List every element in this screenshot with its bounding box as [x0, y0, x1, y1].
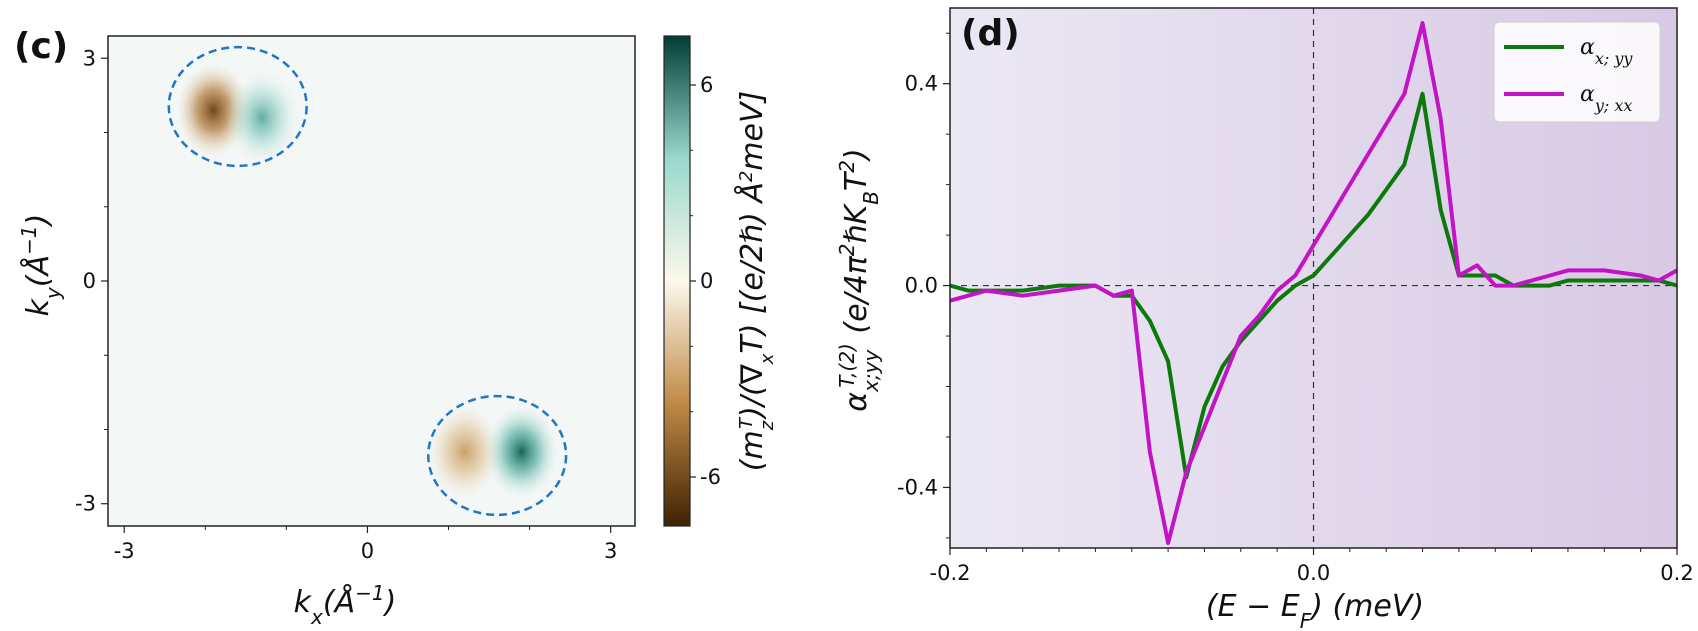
- panel-label-d: (d): [961, 13, 1020, 54]
- heatmap-feature-3: [428, 405, 502, 498]
- line-x-tick-label: 0.2: [1660, 561, 1693, 585]
- line-y-tick-label: -0.4: [897, 475, 938, 499]
- heatmap-feature-2: [225, 71, 299, 164]
- line-y-axis-label: αx;yyT,(2) (e/4π2ℏKBT2): [835, 148, 883, 411]
- heatmap-x-tick-label: -3: [114, 539, 135, 563]
- panel-c: -3 0 3 3 0 -3 (c) kx(Å−1) ky(Å−1): [14, 26, 636, 629]
- heatmap-feature-4: [485, 405, 558, 498]
- colorbar-tick-label: -6: [700, 465, 721, 489]
- line-series: [949, 21, 1678, 545]
- colorbar-tick-label: 0: [700, 269, 713, 293]
- highlight-circle-1: [167, 45, 308, 168]
- series-line-alpha-y-xx: [949, 21, 1678, 545]
- heatmap-ticks: -3 0 3 3 0 -3: [75, 46, 617, 563]
- line-y-tick-label: 0.0: [905, 274, 938, 298]
- legend-box: [1493, 21, 1661, 123]
- line-y-tick-label: 0.4: [905, 72, 938, 96]
- highlight-circle-2: [427, 394, 568, 517]
- line-x-tick-label: -0.2: [930, 561, 971, 585]
- colorbar-tick-label: 6: [700, 73, 713, 97]
- heatmap-y-axis-label: ky(Å−1): [17, 214, 65, 317]
- heatmap-x-tick-label: 0: [361, 539, 374, 563]
- heatmap-y-tick-label: 3: [83, 46, 96, 70]
- line-ticks: -0.2 0.0 0.2 0.4 0.0 -0.4: [897, 32, 1694, 585]
- legend: αx; yy αy; xx: [1493, 21, 1661, 123]
- colorbar: 6 0 -6 (mzT)/(∇xT) [(e/2ℏ) Å2meV]: [663, 35, 778, 527]
- heatmap-y-tick-label: -3: [75, 492, 96, 516]
- panel-d: -0.2 0.0 0.20.40.0-0.4 (d) (E − EF) (meV) …: [835, 7, 1694, 631]
- heatmap-x-tick-label: 3: [604, 539, 617, 563]
- colorbar-label: (mzT)/(∇xT) [(e/2ℏ) Å2meV]: [734, 91, 778, 471]
- heatmap-features: [176, 64, 558, 498]
- colorbar-ticks: 6 0 -6: [690, 73, 721, 489]
- heatmap-x-axis-label: kx(Å−1): [294, 581, 397, 629]
- line-x-axis-label: (E − EF) (meV): [1206, 589, 1424, 631]
- colorbar-gradient-bar: [663, 35, 691, 527]
- heatmap-y-tick-label: 0: [83, 269, 96, 293]
- panel-label-c: (c): [14, 26, 68, 67]
- line-x-tick-label: 0.0: [1297, 561, 1330, 585]
- highlight-circles: [167, 45, 568, 517]
